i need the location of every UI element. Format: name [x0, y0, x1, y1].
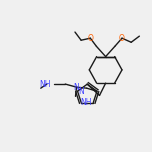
Text: NH: NH [81, 98, 92, 107]
Text: N: N [79, 87, 85, 96]
Text: O: O [119, 34, 125, 43]
Text: N: N [74, 83, 79, 92]
Text: O: O [87, 34, 93, 43]
Text: NH: NH [40, 80, 51, 89]
